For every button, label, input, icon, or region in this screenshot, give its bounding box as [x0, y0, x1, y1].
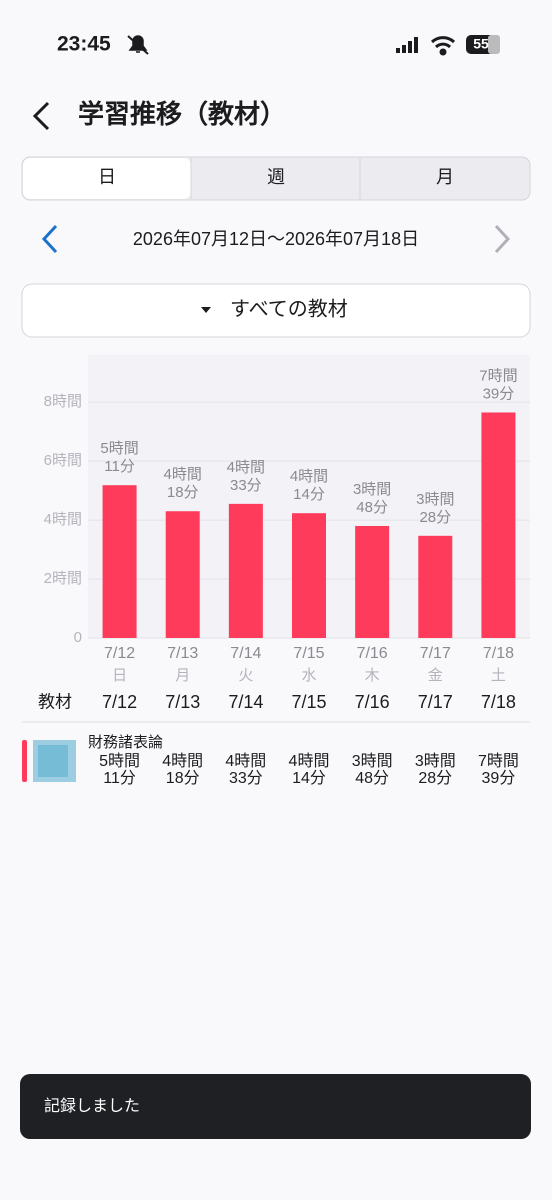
material-name: 財務諸表論 [88, 734, 163, 751]
filter-button[interactable] [21, 283, 531, 338]
bar [292, 513, 326, 638]
cell-minutes: 11分 [103, 769, 136, 787]
tab[interactable]: 月 [436, 167, 454, 187]
column-header: 7/17 [418, 692, 453, 712]
toast [20, 1074, 531, 1139]
y-tick-label: 6時間 [44, 452, 82, 469]
value-label: 11分 [104, 458, 135, 475]
value-label: 18分 [167, 484, 199, 501]
material-color [22, 740, 27, 782]
bar [102, 485, 137, 638]
x-tick-label: 7/13 [167, 645, 198, 662]
date-range: 2026年07月12日〜2026年07月18日 [133, 229, 419, 249]
x-tick-label: 7/14 [230, 645, 261, 662]
bar [418, 535, 453, 638]
cell-minutes: 28分 [418, 769, 452, 787]
weekday-label: 水 [301, 667, 316, 684]
column-header: 7/12 [102, 692, 137, 712]
bar [228, 503, 263, 638]
value-label: 4時間 [290, 468, 328, 485]
cell-hours: 3時間 [415, 752, 456, 770]
y-tick-label: 4時間 [44, 511, 82, 528]
table-header: 教材 [38, 692, 72, 711]
battery-level: 55 [473, 36, 489, 52]
battery-empty [488, 35, 500, 54]
cell-hours: 3時間 [352, 752, 393, 770]
weekday-label: 木 [365, 667, 380, 684]
value-label: 5時間 [100, 440, 138, 457]
value-label: 33分 [230, 477, 262, 494]
weekday-label: 金 [428, 667, 443, 684]
weekday-label: 土 [491, 667, 506, 684]
table: 7/12 7/13 7/14 7/15 7/16 7/17 7/185時間11分4時間18分… [99, 692, 519, 787]
x-tick-label: 7/12 [104, 645, 135, 662]
thumbnail-detail [38, 745, 68, 777]
weekday-label: 火 [238, 667, 253, 684]
weekday-label: 月 [175, 667, 190, 684]
cell-minutes: 14分 [292, 769, 326, 787]
prev-week[interactable] [41, 224, 58, 254]
column-header: 7/14 [228, 692, 263, 712]
tab[interactable]: 日 [98, 167, 116, 187]
mute-icon [127, 35, 149, 55]
y-tick-label: 8時間 [44, 393, 82, 410]
x-tick-label: 7/16 [357, 645, 388, 662]
cell-hours: 4時間 [162, 752, 203, 770]
value-label: 3時間 [416, 491, 454, 508]
bar [481, 412, 516, 638]
x-tick-label: 7/15 [293, 645, 324, 662]
dropdown-icon [201, 307, 211, 313]
wifi-icon [430, 36, 456, 56]
value-label: 7時間 [479, 367, 517, 384]
column-header: 7/15 [291, 692, 326, 712]
x-tick-label: 7/17 [420, 645, 451, 662]
value-label: 3時間 [353, 481, 391, 498]
filter-label: すべての教材 [230, 297, 348, 320]
status-time: 23:45 [57, 33, 111, 56]
cell-hours: 7時間 [478, 752, 519, 770]
back-button[interactable] [32, 101, 50, 131]
weekday-label: 日 [112, 667, 127, 684]
toast-message: 記録しました [44, 1097, 140, 1115]
value-label: 14分 [293, 486, 325, 503]
value-label: 4時間 [227, 459, 265, 476]
column-header: 7/13 [165, 692, 200, 712]
cell-minutes: 48分 [355, 769, 389, 787]
tab[interactable]: 週 [267, 167, 285, 187]
y-tick-label: 2時間 [44, 570, 82, 587]
column-header: 7/18 [481, 692, 516, 712]
next-week[interactable] [494, 224, 511, 254]
cell-minutes: 33分 [229, 769, 263, 787]
tab-selected [23, 158, 191, 199]
value-label: 4時間 [164, 466, 202, 483]
cell-minutes: 18分 [166, 769, 200, 787]
x-tick-label: 7/18 [483, 645, 514, 662]
value-label: 28分 [419, 509, 451, 526]
cell-minutes: 39分 [482, 769, 516, 787]
cell-hours: 4時間 [225, 752, 266, 770]
bar [355, 525, 390, 638]
value-label: 39分 [483, 385, 515, 402]
bar [165, 511, 200, 638]
page-title: 学習推移（教材） [78, 99, 286, 129]
cell-hours: 4時間 [289, 752, 330, 770]
value-label: 48分 [356, 499, 388, 516]
cell-hours: 5時間 [99, 752, 140, 770]
chart: 02時間4時間6時間8時間5時間11分7/12日4時間18分7/13月4時間33… [44, 367, 530, 684]
column-header: 7/16 [355, 692, 390, 712]
y-tick-label: 0 [74, 629, 82, 646]
signal-icon [396, 37, 418, 53]
